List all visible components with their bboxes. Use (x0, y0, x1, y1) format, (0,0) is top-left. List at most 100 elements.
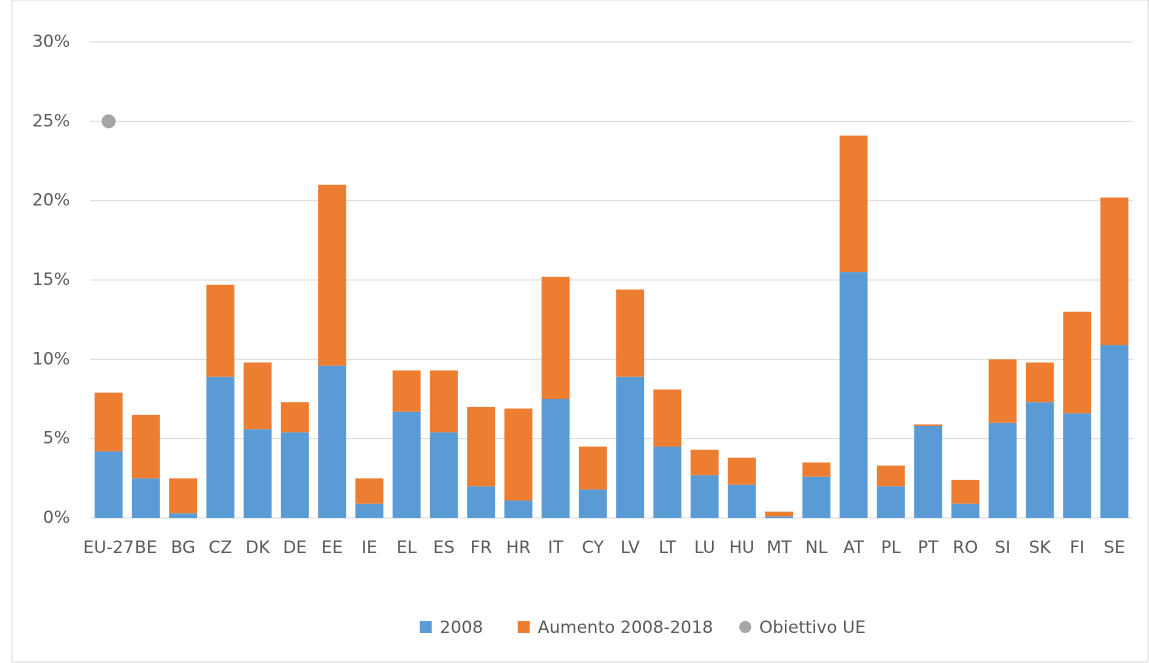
bar (988, 422, 1017, 518)
legend-swatch (419, 621, 432, 633)
chart-frame (11, 0, 1149, 663)
bar (504, 500, 533, 518)
bar (131, 414, 160, 479)
bar (876, 486, 905, 518)
bar (280, 432, 309, 518)
bar (616, 376, 645, 518)
bar (169, 513, 198, 518)
y-tick-label: 10% (32, 349, 70, 369)
bar (988, 359, 1017, 423)
bar (355, 478, 384, 504)
bar (280, 402, 309, 433)
legend-label: Obiettivo UE (759, 618, 865, 638)
bar (914, 425, 943, 518)
bar (727, 457, 756, 485)
x-tick-label: AT (843, 538, 864, 558)
bar (318, 365, 347, 518)
x-tick-label: IT (548, 538, 564, 558)
bar (876, 465, 905, 487)
bar (765, 511, 794, 517)
bar (169, 478, 198, 514)
bar (690, 449, 719, 476)
x-tick-label: BG (171, 538, 196, 558)
bar (578, 446, 607, 490)
bar (355, 503, 384, 518)
x-tick-label: PL (881, 538, 901, 558)
y-tick-label: 0% (43, 508, 70, 528)
bar (802, 462, 831, 477)
x-tick-label: NL (805, 538, 828, 558)
x-tick-label: LV (621, 538, 641, 558)
y-tick-label: 30% (32, 32, 70, 52)
y-tick-label: 20% (32, 191, 70, 211)
target-point (101, 114, 116, 129)
x-tick-label: SK (1029, 538, 1052, 558)
bar (802, 476, 831, 518)
bar (541, 276, 570, 399)
bar (318, 184, 347, 366)
bar (1063, 311, 1092, 414)
bar (1100, 197, 1129, 346)
x-tick-label: CY (582, 538, 605, 558)
x-tick-label: EL (397, 538, 418, 558)
x-tick-label: FI (1070, 538, 1085, 558)
x-tick-label: CZ (209, 538, 233, 558)
x-tick-label: ES (433, 538, 455, 558)
bar (392, 370, 421, 412)
bar (914, 424, 943, 426)
bar (578, 489, 607, 518)
bar (1025, 362, 1054, 403)
x-tick-label: SI (995, 538, 1011, 558)
bar (1025, 402, 1054, 518)
bar (429, 370, 458, 433)
x-tick-label: LU (694, 538, 715, 558)
bar (951, 503, 980, 518)
x-tick-label: HR (506, 538, 531, 558)
legend-label: Aumento 2008-2018 (538, 618, 713, 638)
bar (616, 289, 645, 377)
bar (206, 284, 235, 377)
legend-swatch (517, 621, 530, 633)
x-tick-label: FR (470, 538, 492, 558)
x-tick-label: PT (918, 538, 939, 558)
legend-swatch (739, 621, 752, 633)
bar (131, 478, 160, 518)
bar (727, 484, 756, 518)
x-tick-label: HU (729, 538, 754, 558)
x-tick-label: SE (1104, 538, 1126, 558)
x-tick-label: MT (767, 538, 793, 558)
bar (206, 376, 235, 518)
x-tick-label: EE (321, 538, 342, 558)
bar (392, 411, 421, 518)
x-tick-label: IE (361, 538, 377, 558)
bar (839, 135, 868, 273)
bar (504, 408, 533, 501)
legend-label: 2008 (440, 618, 483, 638)
bar (467, 486, 496, 518)
x-tick-label: RO (953, 538, 978, 558)
bar (765, 516, 794, 518)
bar (243, 429, 272, 518)
bar (690, 475, 719, 518)
bar (839, 272, 868, 518)
y-tick-label: 15% (32, 270, 70, 290)
bar (1100, 345, 1129, 518)
x-tick-label: DE (283, 538, 307, 558)
bar (653, 446, 682, 518)
bar (429, 432, 458, 518)
bar (1063, 413, 1092, 518)
x-tick-label: BE (135, 538, 157, 558)
bar (951, 479, 980, 504)
bar (541, 399, 570, 518)
bar (467, 406, 496, 487)
x-tick-label: DK (246, 538, 271, 558)
bar (653, 389, 682, 447)
x-tick-label: LT (659, 538, 677, 558)
bar (94, 392, 123, 452)
y-tick-label: 5% (43, 429, 70, 449)
x-tick-label: EU-27 (83, 538, 134, 558)
bar (94, 451, 123, 518)
bar (243, 362, 272, 430)
y-tick-label: 25% (32, 111, 70, 131)
